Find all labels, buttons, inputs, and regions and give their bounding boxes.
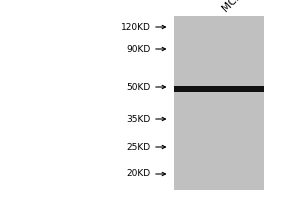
Text: 20KD: 20KD [127, 170, 151, 178]
Bar [174, 86, 264, 92]
Bar [174, 16, 264, 190]
Text: 120KD: 120KD [121, 22, 151, 31]
Text: 50KD: 50KD [126, 83, 151, 92]
Text: 90KD: 90KD [126, 45, 151, 53]
Text: 35KD: 35KD [126, 114, 151, 123]
Text: MCF-7: MCF-7 [220, 0, 250, 13]
Text: 25KD: 25KD [127, 142, 151, 152]
